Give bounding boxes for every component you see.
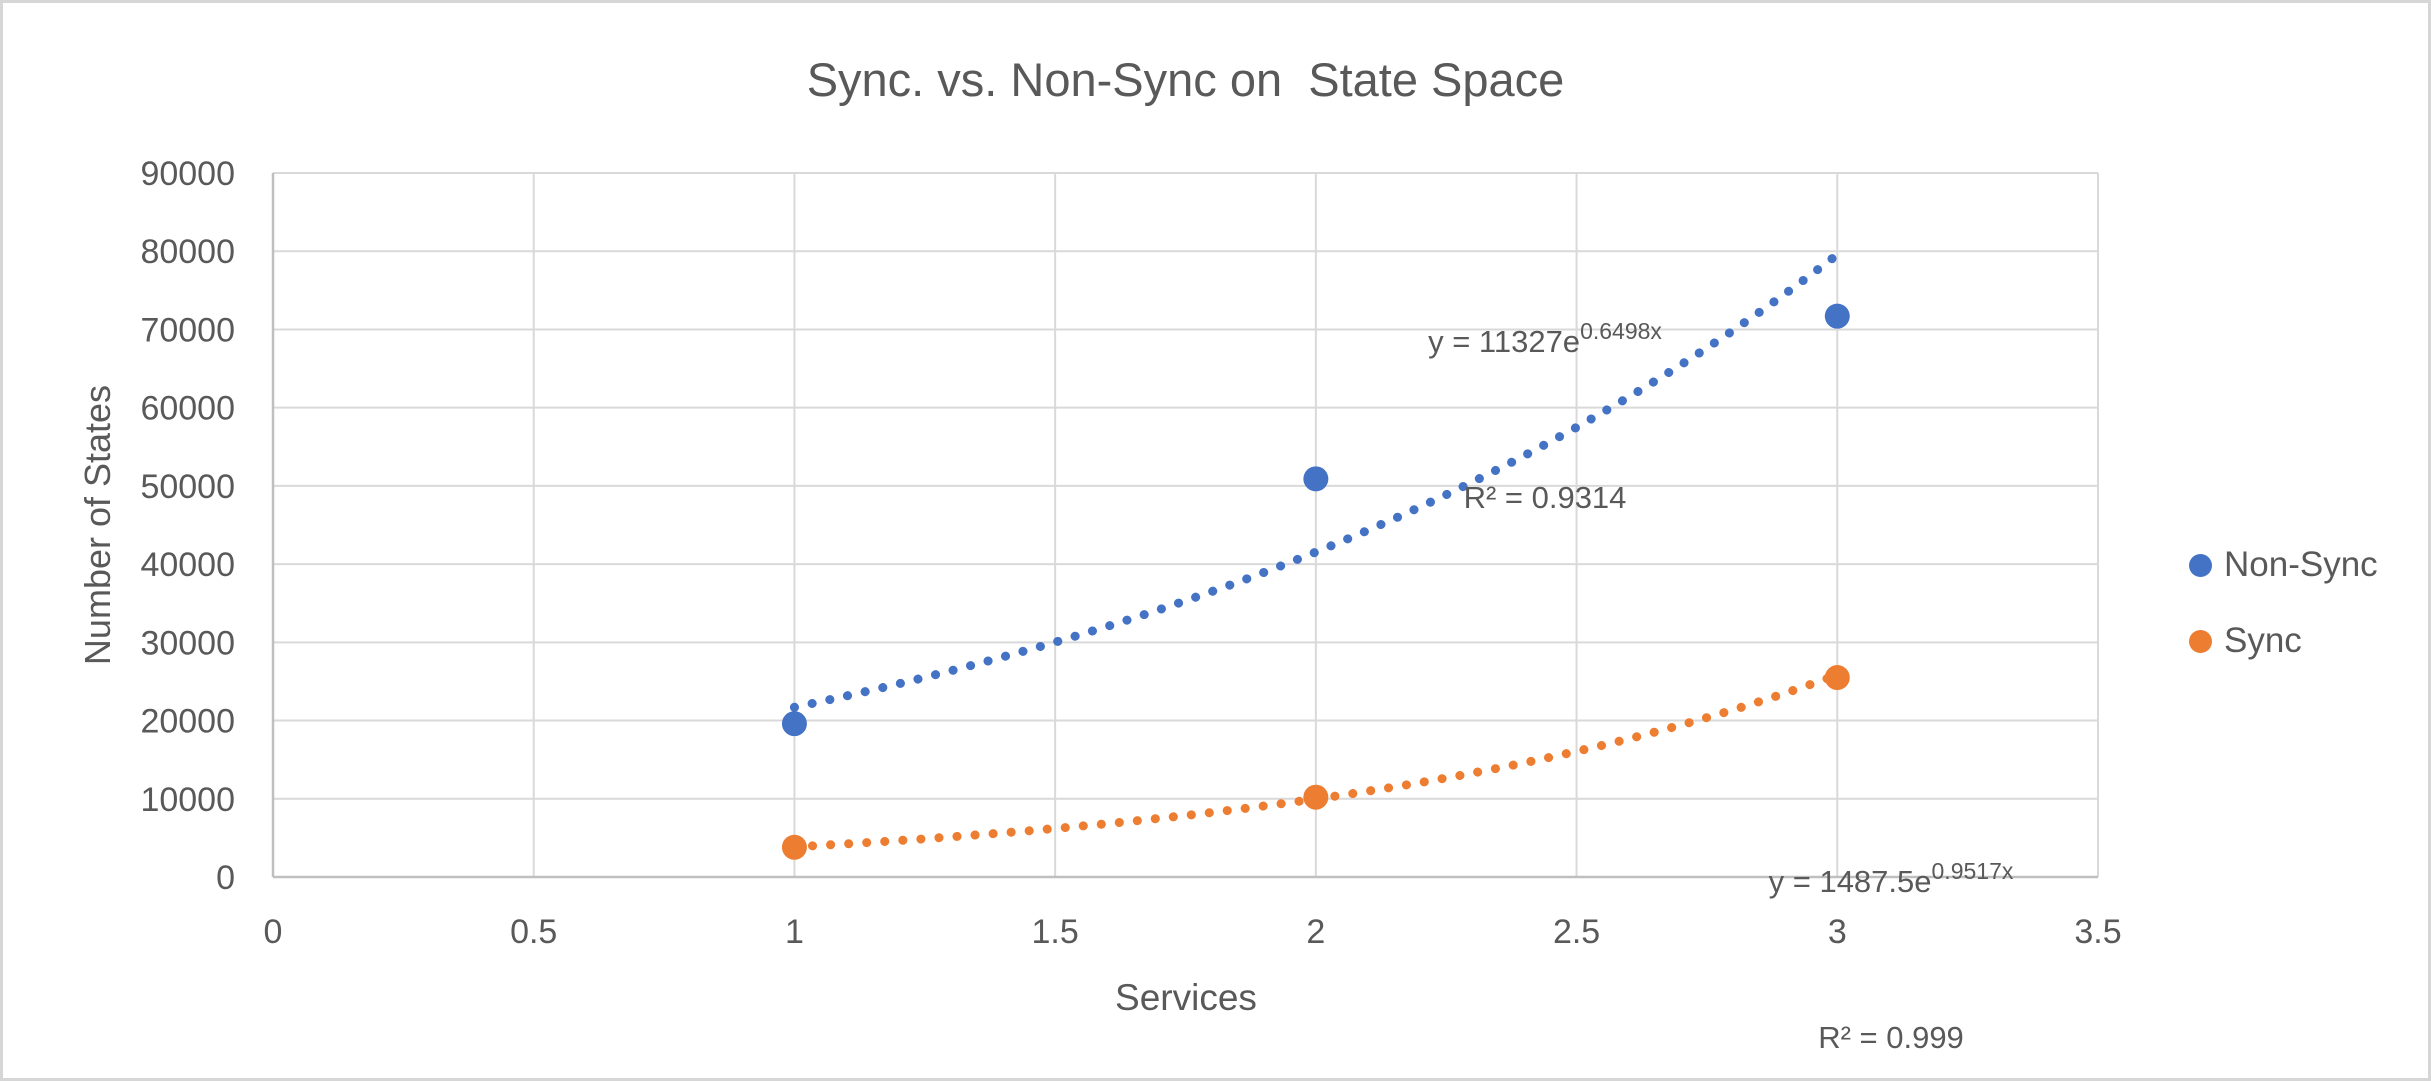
legend-item-sync: Sync [2189, 621, 2378, 660]
x-tick-label: 1.5 [1032, 913, 1079, 951]
y-tick-label: 50000 [140, 468, 235, 506]
r-squared-line: R² = 0.999 [1818, 1020, 1964, 1055]
data-point-non-sync [781, 711, 807, 737]
legend-label: Non-Sync [2224, 545, 2378, 584]
chart-title: Sync. vs. Non-Sync on State Space [806, 53, 1565, 106]
trendline-equation-nonsync: y = 11327e0.6498x R² = 0.9314 [1335, 212, 1755, 628]
x-tick-label: 2.5 [1553, 913, 1600, 951]
equation-line: y = 11327e0.6498x [1428, 317, 1662, 359]
x-tick-label: 2 [1306, 913, 1325, 951]
y-tick-label: 10000 [140, 781, 235, 819]
equation-exponent: 0.9517x [1931, 857, 2014, 884]
y-axis-title: Number of States [77, 384, 118, 666]
r-squared-line: R² = 0.9314 [1463, 480, 1627, 515]
data-point-non-sync [1824, 303, 1850, 329]
legend: Non-Sync Sync [2189, 545, 2378, 699]
y-tick-label: 20000 [140, 703, 235, 741]
y-tick-label: 60000 [140, 390, 235, 428]
nonsync-marker-icon [2189, 553, 2212, 577]
y-tick-label: 0 [216, 859, 235, 897]
y-tick-label: 80000 [140, 233, 235, 271]
y-tick-label: 30000 [140, 624, 235, 662]
data-point-non-sync [1303, 466, 1329, 492]
equation-line: y = 1487.5e0.9517x [1768, 857, 2014, 899]
equation-exponent: 0.6498x [1580, 317, 1662, 344]
data-point-sync [1303, 784, 1329, 810]
x-axis-title: Services [1115, 977, 1257, 1018]
sync-marker-icon [2189, 629, 2212, 653]
data-point-sync [781, 834, 807, 860]
trendline-non-sync [789, 250, 1842, 712]
x-tick-label: 0.5 [510, 913, 557, 951]
plot-area: 0 10000 20000 30000 40000 50000 60000 70000 8000… [140, 155, 2121, 951]
x-tick-label: 0 [264, 913, 283, 951]
y-tick-label: 40000 [140, 546, 235, 584]
data-point-sync [1824, 665, 1850, 691]
x-tick-label: 3.5 [2074, 913, 2121, 951]
y-tick-label: 70000 [140, 311, 235, 349]
legend-label: Sync [2224, 621, 2302, 660]
legend-item-nonsync: Non-Sync [2189, 545, 2378, 584]
x-tick-label: 3 [1828, 913, 1847, 951]
y-tick-label: 90000 [140, 155, 235, 193]
trendline-equation-sync: y = 1487.5e0.9517x R² = 0.999 [1681, 752, 2101, 1078]
x-tick-label: 1 [785, 913, 804, 951]
